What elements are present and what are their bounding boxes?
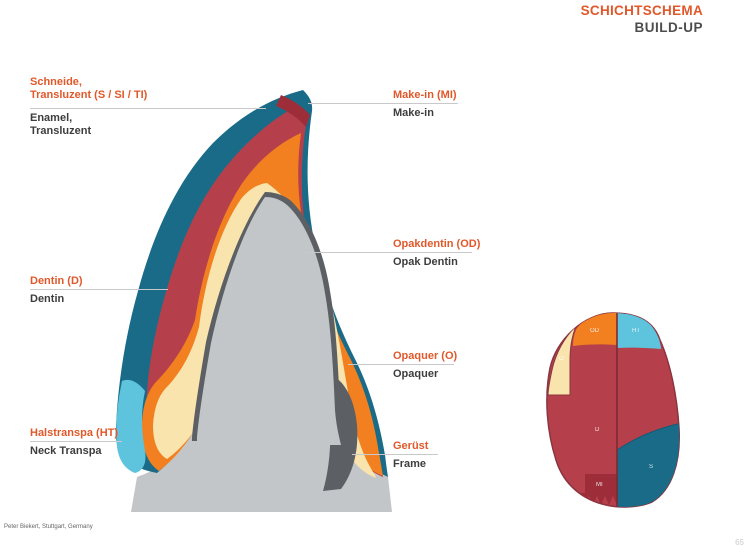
leader-schneide bbox=[30, 108, 266, 109]
leader-dentin bbox=[30, 289, 168, 290]
leader-halstranspa bbox=[30, 441, 122, 442]
leader-opakdentin bbox=[306, 252, 472, 253]
buildup-tooth-diagram: O OD HT D S MI bbox=[546, 312, 681, 508]
title-english: BUILD-UP bbox=[634, 20, 703, 35]
small-label-o: O bbox=[559, 356, 564, 362]
label-halstranspa-en: Neck Transpa bbox=[30, 445, 102, 457]
label-schneide-en: Enamel, Transluzent bbox=[30, 112, 91, 138]
label-schneide-en-line1: Enamel, bbox=[30, 112, 73, 124]
label-schneide-de-line2: Transluzent (S / SI / TI) bbox=[30, 89, 148, 101]
small-label-d: D bbox=[595, 427, 600, 433]
title-german: SCHICHTSCHEMA bbox=[580, 3, 703, 18]
label-geruest-en: Frame bbox=[393, 458, 427, 470]
label-dentin-en: Dentin bbox=[30, 293, 65, 305]
label-halstranspa-de: Halstranspa (HT) bbox=[30, 427, 119, 439]
label-makein-en: Make-in bbox=[393, 107, 434, 119]
tooth-cross-section-diagram bbox=[115, 90, 392, 512]
label-dentin-de: Dentin (D) bbox=[30, 275, 83, 287]
small-region-opaquer bbox=[547, 325, 577, 396]
label-makein-de: Make-in (MI) bbox=[393, 89, 457, 101]
label-opakdentin-de: Opakdentin (OD) bbox=[393, 238, 481, 250]
label-schneide-en-line2: Transluzent bbox=[30, 125, 92, 137]
small-label-s: S bbox=[649, 464, 653, 470]
leader-geruest bbox=[352, 454, 438, 455]
label-opaquer-en: Opaquer bbox=[393, 368, 439, 380]
label-opakdentin-en: Opak Dentin bbox=[393, 256, 458, 268]
credit-text: Peter Biekert, Stuttgart, Germany bbox=[4, 524, 93, 530]
label-geruest-de: Gerüst bbox=[393, 440, 429, 452]
small-label-od: OD bbox=[590, 328, 600, 334]
neck-transpa-layer bbox=[116, 379, 146, 473]
small-label-ht: HT bbox=[632, 328, 640, 334]
makein-layer bbox=[276, 95, 310, 127]
small-region-neck-transpa bbox=[617, 313, 661, 349]
leader-opaquer bbox=[348, 364, 454, 365]
page-title: SCHICHTSCHEMA BUILD-UP bbox=[581, 3, 703, 35]
page-number: 65 bbox=[735, 538, 744, 547]
small-region-makein bbox=[585, 474, 617, 493]
small-label-mi: MI bbox=[596, 482, 603, 488]
core bbox=[197, 197, 341, 445]
small-region-opakdentin bbox=[573, 313, 617, 346]
label-opaquer-de: Opaquer (O) bbox=[393, 350, 458, 362]
label-schneide-de-line1: Schneide, bbox=[30, 76, 82, 88]
label-schneide-de: Schneide, Transluzent (S / SI / TI) bbox=[30, 76, 147, 102]
leader-makein bbox=[308, 103, 458, 104]
